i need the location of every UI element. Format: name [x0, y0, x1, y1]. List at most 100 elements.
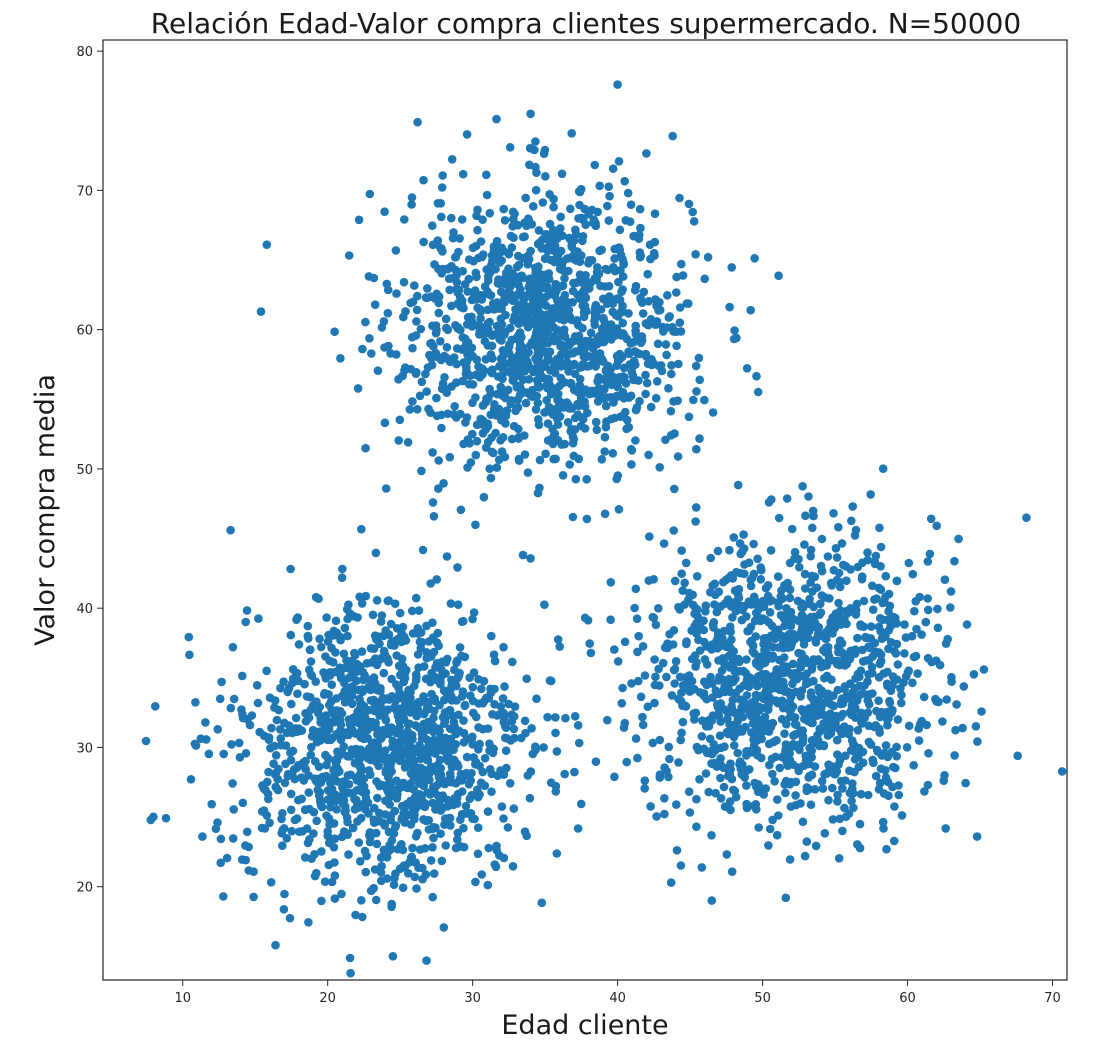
scatter-point — [292, 615, 301, 624]
scatter-point — [564, 314, 573, 323]
scatter-point — [440, 714, 450, 723]
scatter-point — [801, 625, 811, 635]
scatter-point — [618, 318, 628, 328]
scatter-point — [731, 708, 740, 718]
scatter-point — [831, 544, 841, 553]
scatter-point — [520, 366, 529, 376]
scatter-point — [837, 539, 847, 548]
scatter-point — [361, 793, 371, 802]
scatter-point — [670, 664, 680, 674]
scatter-point — [490, 656, 500, 666]
scatter-point — [161, 813, 171, 823]
scatter-point — [434, 308, 444, 318]
scatter-point — [266, 878, 276, 887]
scatter-point — [354, 838, 364, 847]
scatter-point — [497, 447, 507, 456]
scatter-point — [689, 217, 699, 226]
scatter-point — [330, 717, 339, 727]
scatter-point — [961, 778, 970, 788]
scatter-point — [897, 698, 906, 708]
scatter-point — [881, 741, 891, 750]
scatter-point — [715, 731, 725, 740]
scatter-point — [364, 744, 374, 753]
scatter-point — [327, 877, 337, 887]
scatter-point — [564, 266, 573, 276]
scatter-point — [478, 215, 487, 224]
scatter-point — [464, 779, 474, 789]
scatter-point — [527, 724, 536, 733]
scatter-point — [408, 397, 417, 406]
scatter-point — [860, 681, 869, 690]
scatter-point — [327, 680, 337, 689]
scatter-point — [535, 238, 545, 247]
scatter-point — [678, 271, 688, 280]
scatter-point — [388, 952, 398, 961]
scatter-point — [458, 266, 468, 276]
scatter-point — [726, 805, 735, 815]
scatter-point — [599, 337, 609, 347]
scatter-point — [833, 790, 842, 800]
scatter-point — [377, 696, 387, 706]
scatter-point — [796, 799, 805, 808]
scatter-point — [408, 343, 417, 353]
scatter-point — [485, 317, 494, 327]
scatter-point — [374, 779, 384, 789]
scatter-point — [641, 319, 651, 328]
scatter-point — [456, 505, 466, 515]
scatter-point — [357, 647, 367, 656]
scatter-point — [407, 606, 417, 616]
scatter-point — [1013, 751, 1022, 761]
scatter-point — [760, 645, 769, 655]
scatter-point — [369, 883, 379, 893]
scatter-point — [849, 803, 858, 813]
scatter-point — [549, 202, 558, 212]
scatter-point — [613, 392, 622, 401]
scatter-point — [885, 601, 895, 611]
scatter-point — [518, 550, 528, 560]
scatter-point — [919, 692, 929, 702]
scatter-point — [695, 434, 704, 443]
scatter-point — [411, 593, 421, 603]
scatter-point — [979, 665, 989, 674]
scatter-point — [556, 212, 565, 222]
scatter-point — [805, 677, 814, 687]
scatter-point — [760, 671, 770, 680]
scatter-point — [790, 669, 799, 678]
scatter-point — [706, 588, 715, 597]
scatter-point — [452, 794, 462, 803]
scatter-point — [649, 613, 659, 623]
scatter-point — [729, 785, 738, 795]
scatter-point — [382, 874, 392, 883]
scatter-point — [719, 577, 728, 587]
scatter-point — [883, 615, 893, 625]
scatter-point — [876, 656, 886, 666]
scatter-point — [455, 643, 465, 652]
scatter-point — [578, 232, 588, 241]
scatter-point — [219, 892, 228, 901]
scatter-point — [626, 200, 636, 209]
scatter-point — [811, 635, 820, 644]
scatter-point — [264, 767, 273, 777]
scatter-point — [711, 788, 720, 798]
scatter-point — [282, 728, 292, 738]
scatter-point — [502, 734, 512, 743]
scatter-point — [935, 660, 945, 670]
scatter-point — [765, 608, 775, 617]
scatter-point — [507, 243, 517, 252]
scatter-point — [532, 694, 541, 703]
scatter-point — [651, 393, 661, 403]
scatter-point — [363, 734, 373, 743]
scatter-point — [540, 408, 549, 417]
scatter-point — [838, 784, 847, 793]
scatter-point — [641, 389, 650, 399]
scatter-point — [413, 405, 422, 414]
scatter-point — [667, 369, 676, 379]
scatter-point — [445, 452, 455, 462]
scatter-point — [779, 681, 788, 691]
scatter-point — [151, 702, 160, 711]
scatter-point — [713, 644, 722, 653]
scatter-point — [429, 512, 439, 521]
scatter-point — [844, 729, 853, 739]
scatter-point — [575, 200, 584, 210]
scatter-point — [467, 768, 476, 778]
